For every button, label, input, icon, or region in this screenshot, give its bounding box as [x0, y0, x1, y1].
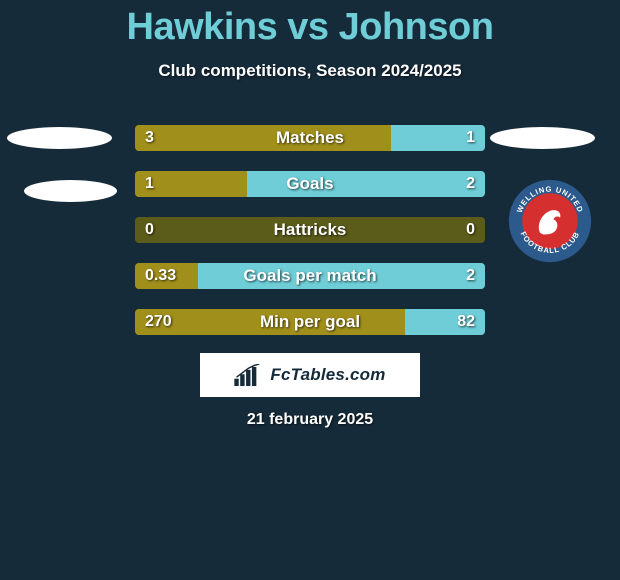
footer-date: 21 february 2025 [0, 411, 620, 429]
comparison-row: 12Goals [135, 171, 485, 197]
row-label: Matches [135, 125, 485, 151]
comparison-row: 27082Min per goal [135, 309, 485, 335]
subtitle-text: Club competitions, Season 2024/2025 [158, 61, 461, 80]
footer-date-text: 21 february 2025 [247, 411, 373, 428]
page-subtitle: Club competitions, Season 2024/2025 [0, 61, 620, 81]
comparison-row: 00Hattricks [135, 217, 485, 243]
page-title: Hawkins vs Johnson [0, 0, 620, 49]
footer-banner: FcTables.com [200, 353, 420, 397]
club-badge-right: WELLING UNITED FOOTBALL CLUB [508, 179, 592, 263]
fctables-logo-icon [234, 364, 264, 386]
footer-banner-text: FcTables.com [270, 365, 385, 385]
player-left-silhouette-2 [24, 180, 117, 202]
row-label: Goals [135, 171, 485, 197]
row-label: Goals per match [135, 263, 485, 289]
row-label: Hattricks [135, 217, 485, 243]
title-text: Hawkins vs Johnson [127, 6, 494, 48]
player-left-silhouette-1 [7, 127, 112, 149]
club-badge-svg: WELLING UNITED FOOTBALL CLUB [508, 179, 592, 263]
comparison-row: 0.332Goals per match [135, 263, 485, 289]
player-right-silhouette [490, 127, 595, 149]
comparison-rows: 31Matches 12Goals 00Hattricks 0.332Goals pe… [135, 125, 485, 355]
row-label: Min per goal [135, 309, 485, 335]
comparison-row: 31Matches [135, 125, 485, 151]
